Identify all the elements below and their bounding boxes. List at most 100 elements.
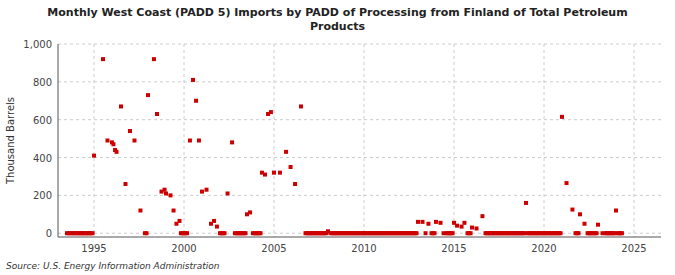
point — [163, 188, 167, 192]
point — [92, 154, 96, 158]
point — [426, 222, 430, 226]
point — [269, 110, 273, 114]
point — [460, 225, 464, 229]
point — [226, 191, 230, 195]
point — [169, 193, 173, 197]
point — [439, 221, 443, 225]
point — [200, 190, 204, 194]
point — [124, 182, 128, 186]
point — [185, 231, 189, 235]
point — [223, 231, 227, 235]
point — [115, 150, 119, 154]
point — [178, 219, 182, 223]
point — [583, 222, 587, 226]
point — [215, 225, 219, 229]
y-tick-label: 400 — [33, 153, 52, 164]
x-tick-label: 2000 — [171, 243, 196, 254]
point — [595, 231, 599, 235]
points — [65, 57, 624, 235]
y-grid-line — [58, 44, 661, 45]
point — [138, 209, 142, 213]
point — [194, 99, 198, 103]
y-grid-line — [58, 81, 661, 82]
point — [191, 78, 195, 82]
point — [293, 182, 297, 186]
chart: Monthly West Coast (PADD 5) Imports by P… — [0, 0, 675, 275]
point — [212, 219, 216, 223]
point — [244, 231, 248, 235]
x-grid-line — [634, 44, 635, 237]
point — [565, 181, 569, 185]
y-axis-label: Thousand Barrels — [5, 97, 16, 185]
point — [578, 212, 582, 216]
point — [155, 112, 159, 116]
point — [620, 231, 624, 235]
point — [133, 139, 137, 143]
point — [421, 220, 425, 224]
point — [263, 173, 267, 177]
point — [128, 129, 132, 133]
x-grid-line — [184, 44, 185, 237]
point — [197, 139, 201, 143]
point — [164, 191, 168, 195]
x-grid-line — [94, 44, 95, 237]
point — [145, 231, 149, 235]
point — [188, 139, 192, 143]
x-grid-line — [544, 44, 545, 237]
point — [524, 201, 528, 205]
point — [451, 231, 455, 235]
point — [470, 226, 474, 230]
point — [559, 231, 563, 235]
point — [205, 188, 209, 192]
point — [596, 223, 600, 227]
point — [577, 231, 581, 235]
x-grid-line — [364, 44, 365, 237]
x-tick-label: 2025 — [621, 243, 646, 254]
point — [570, 208, 574, 212]
point — [299, 104, 303, 108]
point — [462, 221, 466, 225]
point — [91, 231, 95, 235]
point — [289, 165, 293, 169]
point — [152, 57, 156, 61]
point — [111, 142, 115, 146]
point — [172, 209, 176, 213]
y-tick-label: 600 — [33, 115, 52, 126]
y-tick-label: 0 — [46, 228, 52, 239]
point — [475, 226, 479, 230]
y-axis-line — [58, 44, 59, 237]
point — [469, 231, 473, 235]
point — [248, 210, 252, 214]
point — [284, 150, 288, 154]
x-axis-line — [58, 237, 661, 238]
point — [416, 220, 420, 224]
y-grid-line — [58, 195, 661, 196]
point — [259, 231, 263, 235]
point — [433, 231, 437, 235]
x-grid-line — [454, 44, 455, 237]
y-tick-label: 200 — [33, 190, 52, 201]
axes: 02004006008001,0001995200020052010201520… — [23, 39, 661, 254]
x-tick-label: 2015 — [441, 243, 466, 254]
point — [272, 171, 276, 175]
point — [480, 214, 484, 218]
point — [415, 231, 419, 235]
point — [106, 139, 110, 143]
y-grid-line — [58, 119, 661, 120]
point — [119, 104, 123, 108]
x-tick-label: 1995 — [81, 243, 106, 254]
point — [424, 231, 428, 235]
point — [434, 220, 438, 224]
point — [101, 57, 105, 61]
y-grid-line — [58, 157, 661, 158]
source-note: Source: U.S. Energy Information Administ… — [6, 261, 220, 271]
x-tick-label: 2010 — [351, 243, 376, 254]
x-tick-label: 2020 — [531, 243, 556, 254]
y-tick-label: 1,000 — [23, 39, 52, 50]
point — [146, 93, 150, 97]
title: Monthly West Coast (PADD 5) Imports by P… — [47, 6, 627, 33]
grid — [58, 44, 661, 237]
point — [560, 115, 564, 119]
y-tick-label: 800 — [33, 77, 52, 88]
point — [278, 171, 282, 175]
